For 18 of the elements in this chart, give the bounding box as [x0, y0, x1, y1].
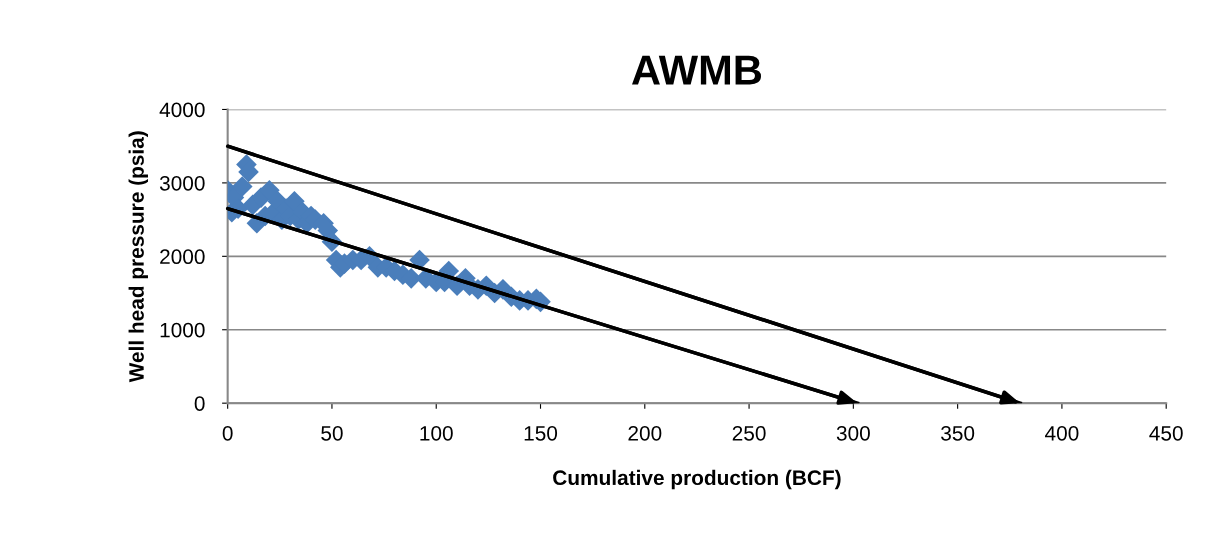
x-tick-label: 100 — [420, 425, 453, 441]
x-tick-label: 350 — [941, 425, 975, 441]
x-tick-label: 0 — [222, 425, 233, 441]
y-tick-label: 0 — [194, 396, 205, 411]
y-axis-title: Well head pressure (psia) — [128, 131, 148, 383]
x-tick-label: 250 — [732, 425, 766, 441]
y-tick-label: 1000 — [160, 322, 205, 338]
chart-title: AWMB — [632, 55, 761, 85]
y-tick-label: 3000 — [159, 175, 205, 191]
x-tick-label: 150 — [524, 425, 558, 441]
x-tick-label: 300 — [836, 425, 870, 441]
x-tick-label: 400 — [1045, 425, 1079, 441]
x-tick-label: 200 — [628, 425, 662, 441]
x-tick-label: 450 — [1149, 425, 1183, 441]
x-axis-title: Cumulative production (BCF) — [553, 469, 841, 490]
y-tick-label: 2000 — [160, 249, 205, 265]
y-tick-label: 4000 — [159, 102, 205, 118]
x-tick-label: 50 — [321, 425, 343, 441]
